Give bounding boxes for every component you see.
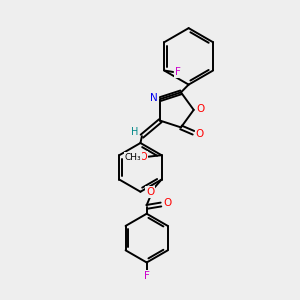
Text: O: O (146, 187, 154, 197)
Text: F: F (175, 67, 181, 77)
Text: CH₃: CH₃ (124, 153, 141, 162)
Text: O: O (196, 129, 204, 139)
Text: O: O (164, 198, 172, 208)
Text: O: O (140, 152, 148, 162)
Text: N: N (150, 93, 158, 103)
Text: O: O (196, 104, 204, 114)
Text: H: H (131, 127, 138, 137)
Text: F: F (144, 271, 150, 281)
